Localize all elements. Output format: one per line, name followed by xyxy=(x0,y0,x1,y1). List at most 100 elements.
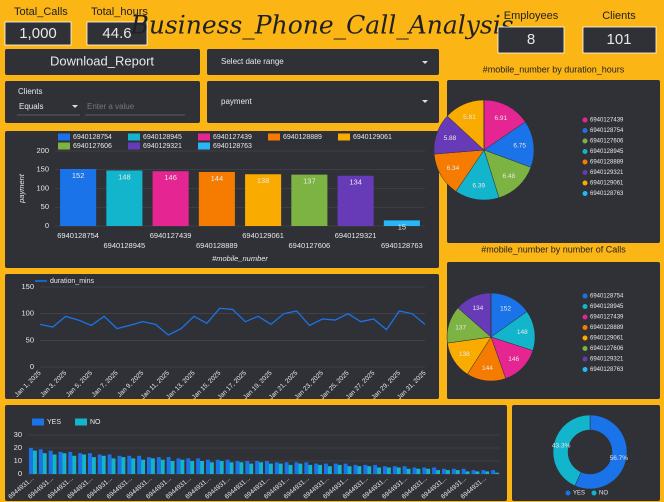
pie-slice xyxy=(574,414,628,490)
bar xyxy=(412,467,417,474)
bar xyxy=(131,458,136,474)
bar xyxy=(245,461,250,474)
data-label: 5.88 xyxy=(444,135,457,142)
data-label: 148 xyxy=(118,172,131,181)
kpi-box xyxy=(4,21,72,46)
bar xyxy=(291,174,328,226)
bar xyxy=(441,468,446,474)
bar xyxy=(255,461,260,474)
legend-swatch xyxy=(582,367,588,372)
bar xyxy=(363,464,368,474)
bar xyxy=(471,470,476,474)
chart-title: #mobile_number by duration_hours xyxy=(483,64,625,74)
kpi-label: Total_Calls xyxy=(14,6,68,18)
filter-input[interactable]: Enter a value xyxy=(87,102,135,111)
legend-swatch xyxy=(582,138,588,144)
y-tick-label: 20 xyxy=(14,443,22,452)
bar xyxy=(485,471,490,474)
bar xyxy=(347,466,352,474)
date-range-label[interactable]: Select date range xyxy=(221,57,284,66)
bar xyxy=(78,453,83,474)
bar xyxy=(235,461,240,474)
data-label: 6.91 xyxy=(495,115,508,122)
bar xyxy=(461,468,466,474)
bar xyxy=(392,466,397,474)
y-tick-label: 10 xyxy=(14,456,22,465)
download-button-label[interactable]: Download_Report xyxy=(50,53,154,68)
bar xyxy=(229,462,234,474)
legend-label: 6940128763 xyxy=(590,191,624,197)
download-button[interactable] xyxy=(5,49,200,75)
legend-label: 6940127606 xyxy=(73,143,112,150)
legend-label: 6940127606 xyxy=(590,139,624,145)
kpi-label: Employees xyxy=(504,10,559,22)
legend-swatch xyxy=(582,170,588,175)
filter-operator[interactable]: Equals xyxy=(19,102,43,111)
bar xyxy=(121,457,126,474)
bar xyxy=(426,468,431,474)
bar xyxy=(48,450,53,474)
bar xyxy=(190,461,195,474)
kpi-value: 8 xyxy=(527,31,535,48)
bar xyxy=(367,466,372,474)
bar xyxy=(445,470,450,474)
bar xyxy=(166,457,171,474)
bar xyxy=(278,463,283,474)
legend-label: 6940129321 xyxy=(590,170,624,176)
pie-slice xyxy=(483,121,535,168)
y-tick-label: 150 xyxy=(21,282,34,291)
legend-swatch xyxy=(582,314,588,320)
metric-selector[interactable] xyxy=(207,81,439,123)
bar xyxy=(455,470,460,474)
bar xyxy=(308,464,313,474)
bar xyxy=(323,463,328,474)
legend-swatch xyxy=(582,356,588,362)
bar xyxy=(60,169,97,226)
y-tick-label: 50 xyxy=(26,335,34,344)
bar xyxy=(465,471,470,474)
bar xyxy=(245,174,282,226)
kpi-value: 1,000 xyxy=(19,25,57,42)
legend-label: 6940127606 xyxy=(590,346,624,352)
legend-label: 6940128763 xyxy=(590,367,624,373)
legend-swatch xyxy=(198,142,210,150)
bar xyxy=(475,471,480,474)
data-label: 137 xyxy=(303,177,316,186)
bar xyxy=(314,463,319,474)
bar xyxy=(357,466,362,474)
legend-swatch xyxy=(58,133,70,141)
legend-label: 6940128889 xyxy=(283,134,322,141)
bar xyxy=(101,455,106,474)
legend-label: 6940128889 xyxy=(590,325,624,331)
bar xyxy=(58,451,63,474)
bar xyxy=(402,466,407,474)
bar xyxy=(386,467,391,474)
y-tick-label: 100 xyxy=(36,183,49,192)
legend-swatch xyxy=(582,304,588,309)
dropdown-arrow xyxy=(422,100,428,103)
bar xyxy=(111,458,116,474)
bar xyxy=(87,453,92,474)
bar xyxy=(106,170,143,226)
x-axis-label: #mobile_number xyxy=(212,254,268,263)
bar xyxy=(152,171,189,226)
data-label: 134 xyxy=(349,178,362,187)
bar xyxy=(239,462,244,474)
data-label: 6.75 xyxy=(513,142,526,149)
bar xyxy=(107,454,112,474)
data-label: 56.7% xyxy=(610,455,629,462)
kpi-box xyxy=(86,21,148,46)
bar xyxy=(68,451,73,474)
date-range-picker[interactable] xyxy=(207,49,439,75)
kpi-label: Total_hours xyxy=(91,6,148,18)
bar xyxy=(117,455,122,474)
bar xyxy=(304,462,309,474)
kpi-value: 44.6 xyxy=(102,25,131,42)
bar xyxy=(146,457,151,474)
bar xyxy=(432,467,437,474)
bar xyxy=(337,175,374,226)
data-label: 138 xyxy=(459,351,470,358)
bar xyxy=(343,463,348,474)
metric-label[interactable]: payment xyxy=(221,97,252,106)
